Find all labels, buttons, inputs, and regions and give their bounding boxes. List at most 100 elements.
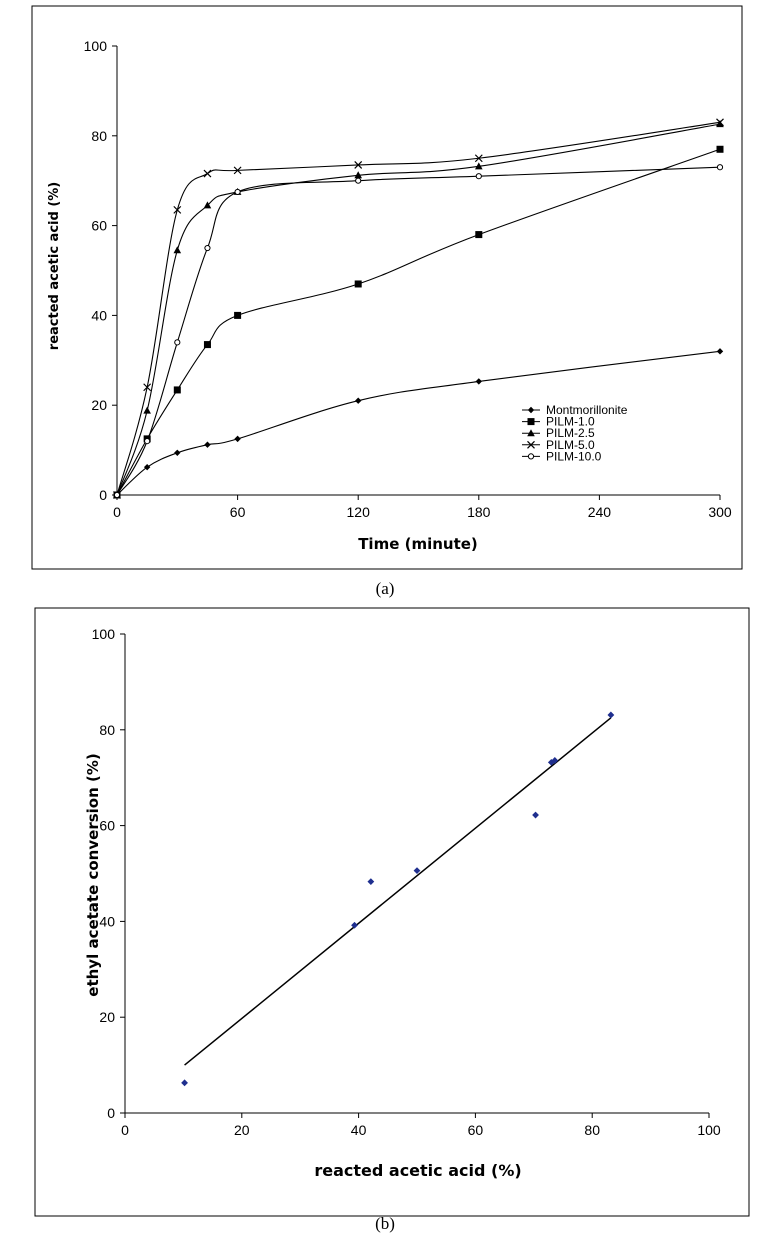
point-pilm-2-5 xyxy=(173,246,182,254)
chart-b-x-tick-label: 20 xyxy=(234,1122,250,1138)
scatter-point xyxy=(551,757,559,764)
series-line-pilm-5-0 xyxy=(116,121,721,496)
chart-b-x-tick-label: 60 xyxy=(468,1122,484,1138)
scatter-point xyxy=(181,1079,188,1087)
legend-label-pilm-2-5: PILM-2.5 xyxy=(546,426,595,440)
point-pilm-2-5 xyxy=(143,406,151,414)
chart-a-x-tick-label: 60 xyxy=(230,504,246,520)
chart-a-legend: MontmorillonitePILM-1.0PILM-2.5PILM-5.0P… xyxy=(522,403,628,463)
chart-b: 0 20 40 60 80 100 0 20 40 60 80 100 reacted acetic … xyxy=(34,607,750,1217)
trend-line xyxy=(184,717,612,1066)
chart-a-x-tick-label: 120 xyxy=(347,504,371,520)
scatter-point xyxy=(532,811,539,819)
chart-a-tick-labels: 0 60 120 180 240 300 0 20 40 60 80 100 xyxy=(84,38,732,520)
legend-marker-montmorillonite xyxy=(527,406,535,414)
point-pilm-10-0 xyxy=(234,188,241,196)
series-line-montmorillonite xyxy=(116,350,721,496)
point-pilm-5-0 xyxy=(233,166,242,175)
chart-b-y-tick-label: 0 xyxy=(107,1105,115,1121)
legend-marker-pilm-2-5 xyxy=(527,429,535,437)
legend-label-pilm-1-0: PILM-1.0 xyxy=(546,415,595,429)
chart-a-y-tick-label: 60 xyxy=(91,218,107,234)
caption-b: (b) xyxy=(375,1214,395,1233)
legend-item-pilm-2-5: PILM-2.5 xyxy=(522,426,595,440)
series-pilm-5-0 xyxy=(113,118,724,499)
chart-a-y-tick-label: 0 xyxy=(99,487,107,503)
point-pilm-5-0 xyxy=(173,205,182,214)
point-pilm-5-0 xyxy=(716,118,724,127)
point-pilm-10-0 xyxy=(144,438,151,445)
chart-a-series xyxy=(113,118,724,499)
chart-b-y-tick-label: 60 xyxy=(99,818,115,834)
point-montmorillonite xyxy=(716,348,724,355)
point-pilm-5-0 xyxy=(474,154,483,163)
chart-b-tick-labels: 0 20 40 60 80 100 0 20 40 60 80 100 xyxy=(92,626,721,1138)
chart-b-y-tick-label: 40 xyxy=(99,913,115,929)
legend-marker-pilm-10-0 xyxy=(527,453,535,460)
point-pilm-1-0 xyxy=(234,311,242,319)
point-pilm-1-0 xyxy=(173,386,181,394)
point-pilm-2-5 xyxy=(354,171,362,179)
chart-b-y-axis-title: ethyl acetate conversion (%) xyxy=(84,753,102,996)
scatter-point xyxy=(367,878,375,886)
chart-a-x-tick-label: 240 xyxy=(588,504,612,520)
point-montmorillonite xyxy=(204,441,211,448)
chart-a-axes xyxy=(112,45,721,500)
chart-b-frame xyxy=(34,607,750,1217)
chart-a-y-tick-label: 100 xyxy=(84,38,108,54)
chart-a-x-tick-label: 180 xyxy=(467,504,491,520)
chart-b-x-tick-label: 100 xyxy=(697,1122,721,1138)
chart-a-y-tick-label: 20 xyxy=(91,397,107,413)
point-montmorillonite xyxy=(475,378,482,385)
chart-a-y-tick-label: 80 xyxy=(91,128,107,144)
scatter-point xyxy=(351,921,358,929)
chart-b-y-tick-label: 20 xyxy=(99,1009,115,1025)
scatter-point xyxy=(413,867,421,875)
chart-a-x-tick-label: 0 xyxy=(113,504,121,520)
legend-marker-pilm-1-0 xyxy=(527,418,535,426)
series-line-pilm-1-0 xyxy=(116,148,721,496)
point-pilm-1-0 xyxy=(716,145,724,153)
scatter-point xyxy=(607,711,615,719)
caption-a: (a) xyxy=(376,579,395,598)
point-pilm-10-0 xyxy=(174,339,181,346)
legend-item-montmorillonite: Montmorillonite xyxy=(522,403,628,417)
chart-a-x-tick-label: 300 xyxy=(708,504,732,520)
point-montmorillonite xyxy=(143,463,151,471)
point-montmorillonite xyxy=(355,397,362,404)
chart-b-y-tick-label: 80 xyxy=(99,722,115,738)
point-pilm-2-5 xyxy=(475,162,483,170)
point-pilm-5-0 xyxy=(354,161,363,169)
legend-label-pilm-10-0: PILM-10.0 xyxy=(546,449,602,463)
point-pilm-10-0 xyxy=(113,491,121,499)
point-pilm-2-5 xyxy=(203,201,212,209)
chart-b-x-tick-label: 0 xyxy=(121,1122,129,1138)
legend-item-pilm-1-0: PILM-1.0 xyxy=(522,415,595,429)
point-montmorillonite xyxy=(234,435,241,443)
legend-label-montmorillonite: Montmorillonite xyxy=(546,403,628,417)
chart-a: 0 60 120 180 240 300 0 20 40 60 80 100 Montmorillon… xyxy=(31,5,743,570)
chart-a-frame xyxy=(31,5,743,570)
chart-a-y-tick-label: 40 xyxy=(91,307,107,323)
legend-marker-pilm-5-0 xyxy=(527,440,535,449)
point-montmorillonite xyxy=(174,449,181,456)
point-pilm-10-0 xyxy=(716,164,724,171)
legend-label-pilm-5-0: PILM-5.0 xyxy=(546,438,595,452)
point-pilm-1-0 xyxy=(475,231,483,239)
chart-b-x-axis-title: reacted acetic acid (%) xyxy=(314,1161,521,1180)
chart-b-axes xyxy=(120,633,710,1118)
point-pilm-5-0 xyxy=(203,169,212,178)
chart-b-x-tick-label: 40 xyxy=(351,1122,367,1138)
point-pilm-5-0 xyxy=(143,383,152,392)
chart-a-y-axis-title: reacted acetic acid (%) xyxy=(47,182,62,350)
point-pilm-1-0 xyxy=(203,341,211,349)
point-pilm-2-5 xyxy=(716,120,724,128)
point-pilm-10-0 xyxy=(204,244,211,252)
point-pilm-1-0 xyxy=(354,280,362,288)
chart-b-series xyxy=(181,711,615,1087)
series-pilm-10-0 xyxy=(113,164,724,499)
chart-b-x-tick-label: 80 xyxy=(584,1122,600,1138)
chart-a-x-axis-title: Time (minute) xyxy=(358,535,478,553)
point-pilm-10-0 xyxy=(475,173,482,180)
